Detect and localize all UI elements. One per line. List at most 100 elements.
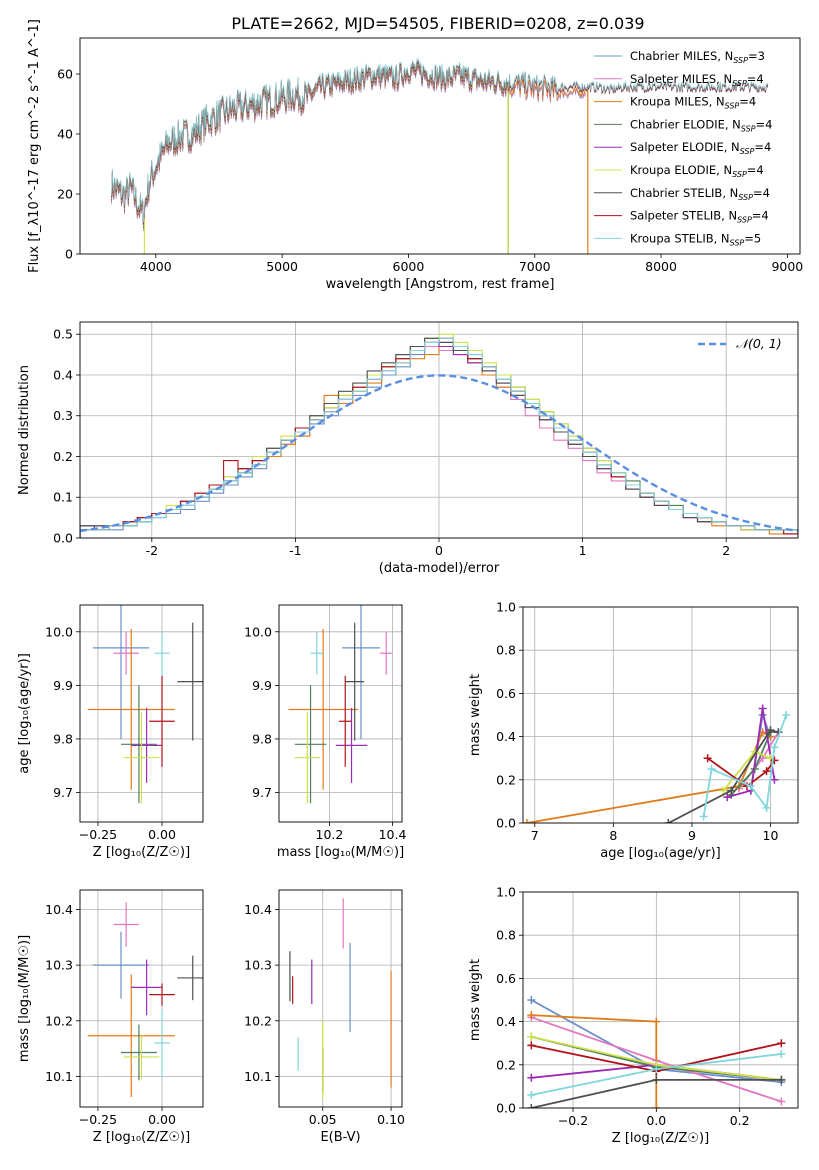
weight-marker xyxy=(652,1017,661,1026)
errorbar-point xyxy=(149,675,175,767)
errorbar-point xyxy=(87,629,175,790)
x-tick-label: 7000 xyxy=(519,259,551,274)
weight-marker xyxy=(527,1032,536,1041)
legend-label: Chabrier ELODIE, NSSP=4 xyxy=(630,117,772,133)
y-tick-label: 0.6 xyxy=(496,686,516,701)
x-tick-label: 0.2 xyxy=(730,1113,750,1128)
weight-series xyxy=(707,757,776,788)
legend-text: =5 xyxy=(744,231,761,245)
x-tick-label: 8 xyxy=(609,828,617,843)
x-tick-label: 7 xyxy=(531,828,539,843)
weight-marker xyxy=(746,782,755,791)
y-axis-label: Normed distribution xyxy=(17,365,32,495)
x-tick-label: 2 xyxy=(722,543,730,558)
legend-label: Salpeter MILES, NSSP=4 xyxy=(630,72,764,88)
weight-marker xyxy=(766,726,775,735)
axes-frame xyxy=(79,321,799,539)
plot-area xyxy=(288,605,393,804)
legend-label: Kroupa ELODIE, NSSP=4 xyxy=(630,163,764,179)
weight-marker xyxy=(770,743,779,752)
x-tick-label: -1 xyxy=(289,543,301,558)
x-tick-label: 10.2 xyxy=(316,827,344,842)
y-axis-label: age [log₁₀(age/yr)] xyxy=(17,653,32,774)
y-tick-label: 0.0 xyxy=(496,816,516,831)
weight-marker xyxy=(527,1104,536,1108)
y-tick-label: 0.5 xyxy=(53,327,73,342)
y-tick-label: 60 xyxy=(57,67,73,82)
y-tick-label: 9.7 xyxy=(252,785,272,800)
x-axis-label: wavelength [Angstrom, rest frame] xyxy=(326,277,555,292)
errorbar-point xyxy=(131,707,162,783)
plot-area xyxy=(527,996,786,1108)
errorbar-point xyxy=(113,902,139,947)
y-tick-label: 10.0 xyxy=(244,624,272,639)
errorbar-point xyxy=(379,631,393,675)
weight-series xyxy=(667,729,779,823)
weight-marker xyxy=(527,1011,536,1020)
y-tick-label: 10.1 xyxy=(45,1069,73,1084)
y-tick-label: 20 xyxy=(57,187,73,202)
x-tick-label: 1 xyxy=(579,543,587,558)
x-tick-label: 10.4 xyxy=(379,827,407,842)
y-tick-label: 10.0 xyxy=(45,624,73,639)
legend-subscript: SSP xyxy=(725,102,740,111)
x-axis-label: Z [log₁₀(Z/Z☉)] xyxy=(93,1130,190,1145)
y-tick-label: 0.3 xyxy=(53,408,73,423)
legend-text: =4 xyxy=(747,72,764,86)
weight-marker xyxy=(527,1073,536,1082)
errorbar-point xyxy=(342,605,380,739)
y-tick-label: 0.4 xyxy=(496,729,516,744)
errorbar-point xyxy=(92,605,150,739)
weight-series xyxy=(727,708,776,798)
y-axis-label: Flux [f_λ10^-17 erg cm^-2 s^-1 A^-1] xyxy=(27,19,42,273)
legend-label: Kroupa MILES, NSSP=4 xyxy=(630,95,756,111)
y-tick-label: 9.7 xyxy=(53,785,73,800)
y-tick-label: 9.8 xyxy=(53,731,73,746)
x-tick-label: 0.10 xyxy=(377,1112,405,1127)
x-axis-label: (data-model)/error xyxy=(379,561,500,576)
legend-label: Salpeter STELIB, NSSP=4 xyxy=(630,209,769,225)
weight-marker xyxy=(652,1104,661,1108)
legend-text: Salpeter STELIB, N xyxy=(630,209,737,223)
plot-area xyxy=(87,605,203,804)
axes-frame xyxy=(522,891,799,1109)
legend-text: =4 xyxy=(756,117,773,131)
weight-marker xyxy=(527,1091,536,1100)
x-axis-label: Z [log₁₀(Z/Z☉)] xyxy=(612,1131,709,1146)
legend-subscript: SSP xyxy=(733,56,748,65)
normal-curve xyxy=(80,374,798,533)
weight-marker xyxy=(782,711,791,719)
errorbar-point xyxy=(288,629,358,790)
plot-area xyxy=(111,58,769,254)
weight-marker xyxy=(777,1075,786,1084)
errorbar-point xyxy=(121,1024,157,1081)
legend-subscript: SSP xyxy=(730,238,745,247)
legend-text: Kroupa MILES, N xyxy=(630,95,725,109)
weight-marker xyxy=(770,775,779,784)
axes-frame xyxy=(79,37,801,255)
figure-title: PLATE=2662, MJD=54505, FIBERID=0208, z=0… xyxy=(231,14,644,33)
y-tick-label: 0.4 xyxy=(53,367,73,382)
weight-marker xyxy=(699,812,708,821)
plot-area xyxy=(523,704,791,823)
errorbar-point xyxy=(177,622,203,741)
weight-series xyxy=(702,714,788,817)
axes-frame xyxy=(522,606,799,824)
weight-marker xyxy=(777,1097,786,1106)
x-tick-label: 5000 xyxy=(266,259,298,274)
y-tick-label: 0.0 xyxy=(53,531,73,546)
errorbar-point xyxy=(338,675,352,767)
weight-marker xyxy=(727,786,736,795)
legend-label: 𝒩(0, 1) xyxy=(736,336,782,351)
errorbar-point xyxy=(131,959,162,1016)
legend-label: Salpeter ELODIE, NSSP=4 xyxy=(630,140,771,156)
y-tick-label: 40 xyxy=(57,127,73,142)
weight-marker xyxy=(719,786,728,795)
errorbar-point xyxy=(87,974,175,1097)
legend-text: =4 xyxy=(739,95,756,109)
errorbar-point xyxy=(335,707,368,783)
y-tick-label: 10.3 xyxy=(244,958,272,973)
legend-text: Chabrier MILES, N xyxy=(630,49,733,63)
